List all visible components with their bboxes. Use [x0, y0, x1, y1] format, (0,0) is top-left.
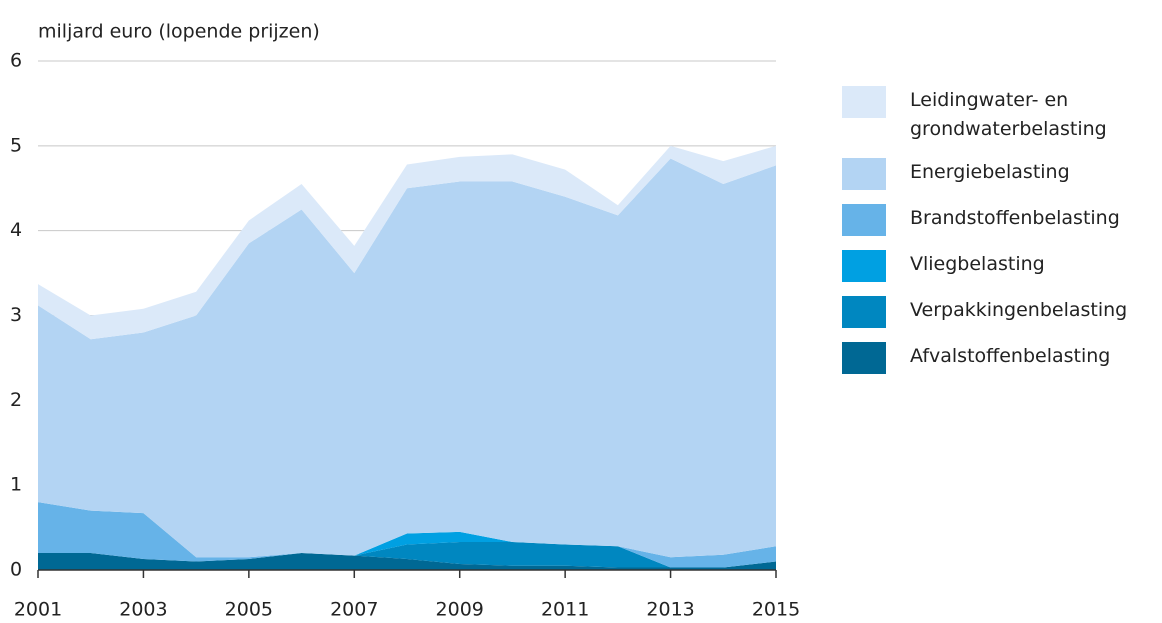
legend-label: Afvalstoffenbelasting [910, 345, 1111, 367]
y-tick-label: 1 [10, 474, 22, 496]
legend-item: Leidingwater- en grondwaterbelasting [842, 86, 1152, 144]
y-tick-label: 2 [10, 389, 22, 411]
area [38, 158, 776, 558]
legend-label: Verpakkingenbelasting [910, 299, 1128, 321]
x-tick-label: 2007 [330, 599, 378, 621]
x-tick-label: 2003 [119, 599, 167, 621]
y-tick-label: 4 [10, 219, 22, 241]
x-tick-label: 2009 [436, 599, 484, 621]
legend-swatch [842, 250, 886, 282]
legend-item: Vliegbelasting [842, 250, 1152, 282]
legend-label: Vliegbelasting [910, 253, 1045, 275]
legend-swatch [842, 204, 886, 236]
legend-swatch [842, 296, 886, 328]
x-tick-label: 2005 [225, 599, 273, 621]
x-tick-label: 2013 [646, 599, 694, 621]
x-tick-label: 2015 [752, 599, 800, 621]
area [38, 502, 776, 568]
y-tick-label: 5 [10, 134, 22, 156]
area [38, 145, 776, 340]
area [38, 553, 776, 570]
y-tick-label: 0 [10, 559, 22, 581]
area [38, 542, 776, 568]
legend-item: Brandstoffenbelasting [842, 204, 1152, 236]
y-axis-label: miljard euro (lopende prijzen) [38, 21, 320, 43]
x-tick-label: 2001 [14, 599, 62, 621]
area [38, 531, 776, 568]
legend-swatch [842, 86, 886, 118]
y-tick-label: 6 [10, 50, 22, 72]
legend-item: Afvalstoffenbelasting [842, 342, 1152, 374]
x-tick-label: 2011 [541, 599, 589, 621]
y-tick-label: 3 [10, 304, 22, 326]
legend-item: Verpakkingenbelasting [842, 296, 1152, 328]
legend-label: Brandstoffenbelasting [910, 207, 1120, 229]
legend-label: Energiebelasting [910, 161, 1070, 183]
legend-swatch [842, 342, 886, 374]
legend-item: Energiebelasting [842, 158, 1152, 190]
legend-swatch [842, 158, 886, 190]
legend-label: Leidingwater- en grondwaterbelasting [910, 89, 1107, 140]
legend: Leidingwater- en grondwaterbelasting Ener… [842, 86, 1152, 388]
chart: miljard euro (lopende prijzen) 0 1 2 3 4 5 6 20… [10, 21, 800, 621]
